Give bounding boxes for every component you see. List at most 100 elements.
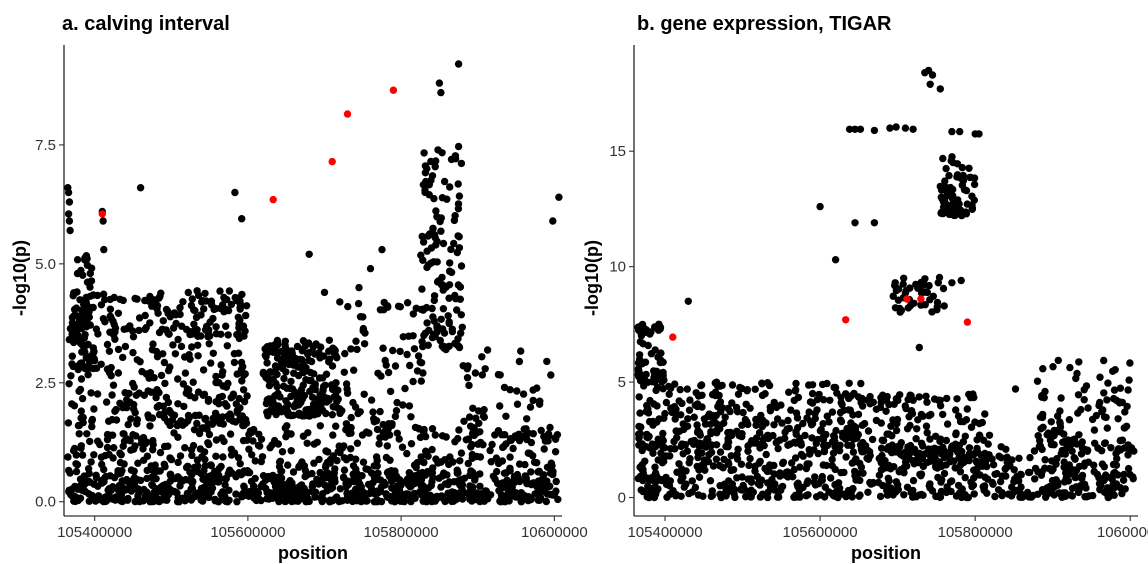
data-point <box>350 366 358 374</box>
data-point <box>947 487 955 496</box>
data-point <box>691 483 700 492</box>
data-point <box>680 425 688 434</box>
data-point <box>388 420 396 428</box>
data-point <box>249 437 257 445</box>
data-point <box>440 469 448 477</box>
data-point <box>245 445 253 453</box>
data-point <box>412 479 421 487</box>
data-point <box>482 490 490 498</box>
data-point <box>1052 460 1060 468</box>
data-point <box>826 396 834 404</box>
data-point <box>635 371 643 380</box>
data-point <box>774 492 782 500</box>
data-point <box>273 383 281 391</box>
data-point <box>813 395 821 404</box>
data-point <box>90 405 98 413</box>
data-point <box>917 490 926 499</box>
data-point <box>808 389 817 398</box>
data-point <box>856 491 864 499</box>
data-point <box>1068 484 1077 492</box>
data-point <box>66 226 74 235</box>
data-point <box>692 389 700 397</box>
data-point <box>830 433 839 441</box>
data-point <box>316 468 324 477</box>
data-point <box>733 474 741 482</box>
data-point <box>164 491 172 499</box>
data-point <box>304 429 312 437</box>
data-point <box>239 322 248 330</box>
data-point <box>885 430 893 438</box>
data-point <box>1107 444 1115 452</box>
data-point <box>169 324 178 332</box>
data-point <box>1084 404 1092 412</box>
data-point <box>803 460 811 468</box>
data-point <box>114 345 123 354</box>
data-point <box>659 443 667 451</box>
data-point <box>430 317 438 325</box>
data-point <box>373 496 382 504</box>
data-point <box>506 467 514 475</box>
axis-ticks: 0 5 10 15 105400000 105600000 105800000 1060000… <box>609 143 1148 541</box>
data-point <box>496 402 504 410</box>
data-point <box>309 481 317 489</box>
data-point <box>343 389 352 397</box>
data-point <box>1099 477 1108 485</box>
data-point <box>379 344 387 352</box>
data-point <box>148 302 156 310</box>
data-point <box>325 482 333 490</box>
data-point <box>549 217 557 225</box>
data-point <box>250 425 258 434</box>
data-point <box>730 490 738 498</box>
data-point <box>946 183 955 192</box>
data-point <box>1104 379 1112 387</box>
data-point <box>81 331 89 339</box>
data-point <box>422 447 430 455</box>
data-point <box>979 483 987 491</box>
data-point <box>120 325 128 333</box>
data-point <box>116 399 124 407</box>
data-point <box>515 430 523 438</box>
data-point <box>721 413 729 421</box>
data-point <box>176 304 184 312</box>
data-point <box>285 350 293 358</box>
data-point <box>224 331 232 339</box>
data-point <box>897 439 905 447</box>
data-point <box>797 441 805 449</box>
data-point <box>207 359 215 367</box>
data-point <box>159 350 167 358</box>
data-point <box>816 202 824 211</box>
data-point <box>239 489 248 497</box>
data-point <box>1112 480 1121 488</box>
data-point <box>120 430 128 438</box>
data-point <box>1047 418 1056 426</box>
data-point <box>909 486 917 495</box>
data-point <box>463 374 472 382</box>
data-point <box>81 364 89 373</box>
y-tick-label: 2.5 <box>35 375 56 392</box>
data-point <box>184 462 192 470</box>
data-point <box>425 230 434 238</box>
data-point <box>776 469 784 477</box>
data-point <box>635 393 643 401</box>
data-point <box>181 444 189 452</box>
data-point <box>711 388 720 396</box>
data-point <box>502 412 510 420</box>
data-point <box>339 473 348 481</box>
data-point <box>1039 423 1047 431</box>
data-point <box>268 342 277 350</box>
data-point <box>378 245 386 254</box>
data-point <box>409 377 417 386</box>
data-point <box>844 428 853 436</box>
data-point <box>179 494 187 502</box>
data-point <box>673 434 681 442</box>
data-point <box>870 219 879 227</box>
data-point <box>934 459 942 467</box>
data-point <box>736 432 744 440</box>
data-point <box>202 322 211 331</box>
data-point <box>369 408 377 416</box>
data-point <box>872 416 881 425</box>
data-point <box>838 429 847 437</box>
data-point <box>475 419 483 427</box>
data-point <box>1045 482 1054 491</box>
data-point <box>900 274 908 282</box>
